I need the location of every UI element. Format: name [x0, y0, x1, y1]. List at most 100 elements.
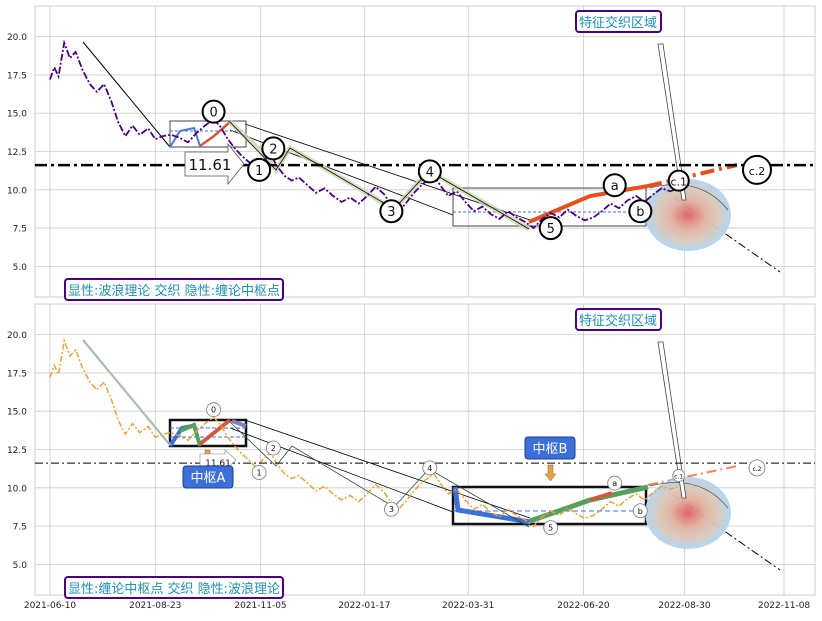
y-tick-label: 10.0	[7, 186, 27, 196]
wave-point-marker	[383, 501, 399, 517]
pivot-a-label-bg	[182, 465, 234, 489]
wave-point-label: 1	[257, 468, 262, 477]
wave-point-label: 2	[269, 142, 277, 157]
wave-point-marker	[538, 216, 563, 241]
bottom-x-axis: 2021-06-10 2021-08-23 2021-11-05 2022-01-17…	[24, 601, 811, 611]
top-price-series	[49, 39, 679, 230]
y-tick-label: 7.5	[13, 225, 27, 235]
bottom-zone-ellipse	[645, 477, 731, 549]
wave-point-label: 3	[389, 505, 394, 514]
x-tick-label: 2022-03-31	[442, 601, 494, 611]
x-tick-label: 2022-08-30	[658, 601, 711, 611]
y-tick-label: 15.0	[7, 110, 27, 120]
x-tick-label: 2022-01-17	[338, 601, 390, 611]
wave-point-marker	[672, 469, 686, 482]
top-zone-label: 特征交织区域	[579, 15, 657, 31]
y-tick-label: 10.0	[7, 484, 27, 494]
wave-point-marker	[602, 173, 627, 198]
top-trend-orange	[528, 184, 649, 224]
wave-point-label: b	[638, 507, 643, 516]
bottom-wave-labels: 0 1 2 3 4 5 a b c.1 c.2	[206, 402, 766, 536]
wave-point-label: 4	[427, 464, 432, 473]
y-tick-label: 7.5	[13, 523, 27, 533]
top-wave-path	[229, 121, 530, 230]
top-zone-arrow	[657, 43, 687, 201]
wave-point-label: 0	[211, 406, 216, 415]
bottom-trend-line-2	[244, 419, 531, 519]
bottom-trend-line-3	[229, 427, 454, 513]
y-tick-label: 15.0	[7, 408, 27, 418]
bottom-zone-arrow	[657, 341, 687, 499]
wave-point-label: 5	[548, 524, 553, 533]
bottom-seg-blue-2	[452, 486, 531, 525]
y-tick-label: 5.0	[13, 263, 28, 273]
top-zone-label-box: 特征交织区域	[575, 10, 662, 33]
wave-point-label: 4	[426, 165, 434, 180]
x-tick-label: 2022-06-20	[557, 601, 610, 611]
top-zone-ellipse	[645, 179, 731, 251]
pivot-a-label: 中枢A	[191, 471, 226, 486]
bottom-caption-frame	[64, 576, 284, 599]
wave-point-marker	[628, 199, 653, 224]
wave-point-label: c.1	[674, 474, 683, 481]
y-tick-label: 5.0	[13, 561, 28, 571]
wave-point-label: b	[636, 205, 644, 220]
x-tick-label: 2021-11-05	[234, 601, 286, 611]
bottom-zone-label-box: 特征交织区域	[575, 308, 662, 331]
top-caption: 显性:波浪理论 交织 隐性:缠论中枢点	[68, 283, 280, 299]
price-line	[49, 337, 679, 528]
bottom-zone-label-frame	[575, 308, 662, 331]
x-tick-label: 2021-08-23	[129, 601, 181, 611]
bottom-caption: 显性:缠论中枢点 交织 隐性:波浪理论	[68, 581, 280, 597]
bottom-wave-path	[229, 421, 530, 528]
bottom-band-1	[81, 339, 172, 446]
top-trend-line-1	[82, 41, 171, 148]
wave-point-marker	[422, 460, 438, 476]
bottom-zone-label: 特征交织区域	[579, 313, 657, 329]
top-caption-frame	[64, 278, 284, 301]
top-y-axis: 5.0 7.5 10.0 12.5 15.0 17.5 20.0	[7, 33, 27, 273]
x-tick-label: 2021-06-10	[24, 601, 77, 611]
bottom-y-axis: 5.0 7.5 10.0 12.5 15.0 17.5 20.0	[7, 331, 27, 571]
wave-point-label: 5	[547, 222, 555, 237]
top-wave-inner-red	[199, 121, 231, 148]
wave-point-marker	[265, 440, 281, 456]
wave-point-label: c.1	[670, 176, 687, 189]
top-zone-arc	[649, 184, 729, 211]
wave-point-marker	[206, 402, 221, 418]
y-tick-label: 17.5	[7, 71, 27, 81]
pivot-b-arrow	[544, 464, 557, 482]
top-hline-callout-arrow	[184, 142, 245, 186]
bottom-zone-arc	[649, 482, 729, 509]
y-tick-label: 12.5	[7, 148, 27, 158]
wave-point-marker	[748, 459, 766, 477]
wave-point-marker	[417, 159, 442, 184]
bottom-caption-box: 显性:缠论中枢点 交织 隐性:波浪理论	[64, 576, 284, 599]
wave-point-label: 3	[387, 205, 395, 220]
bottom-panel: 5.07.510.012.515.017.520.0 2021-06-10 202…	[7, 303, 816, 611]
top-hline-callout: 11.61	[184, 142, 245, 186]
x-tick-label: 2022-11-08	[758, 601, 811, 611]
pivot-b-label-box: 中枢B	[524, 436, 576, 460]
wave-point-label: c.2	[752, 466, 761, 473]
wave-point-label: 0	[209, 106, 217, 121]
bottom-trend-orange-dash	[647, 465, 738, 486]
top-zone-label-frame	[575, 10, 662, 33]
price-line	[49, 39, 679, 230]
pivot-a-label-box: 中枢A	[182, 465, 234, 489]
top-caption-box: 显性:波浪理论 交织 隐性:缠论中枢点	[64, 278, 284, 301]
bottom-seg-green-1	[179, 422, 202, 447]
wave-point-marker	[607, 475, 623, 491]
wave-point-label: a	[611, 179, 619, 194]
top-wave-labels: 0 12 3 4 5 a b c.1 c.2	[201, 99, 772, 241]
wave-point-marker	[201, 99, 226, 124]
bottom-hline-label: 11.61	[205, 459, 231, 469]
bottom-seg-purple-1	[231, 419, 247, 428]
wave-point-label: c.2	[749, 165, 766, 178]
bottom-seg-red-2	[589, 491, 613, 502]
bottom-overlays	[81, 339, 781, 571]
wave-point-marker	[247, 157, 272, 182]
y-tick-label: 20.0	[7, 331, 27, 341]
